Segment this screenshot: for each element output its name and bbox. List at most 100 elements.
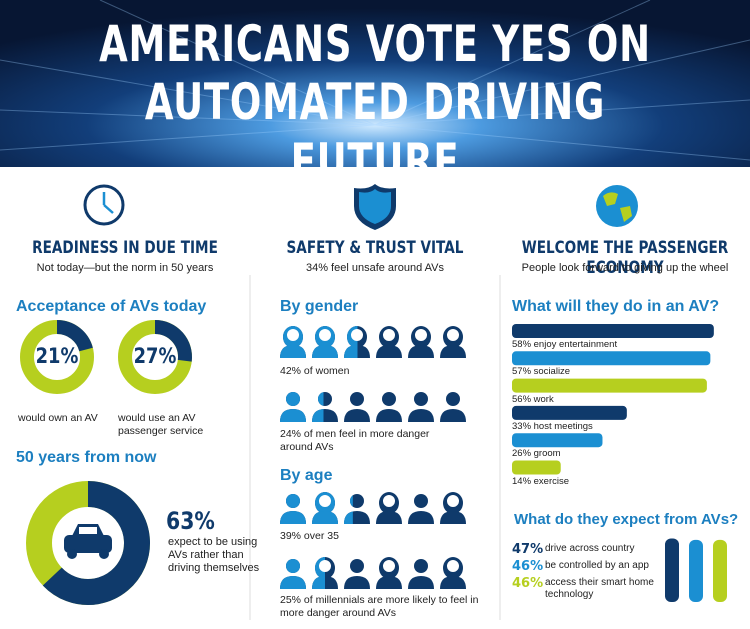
body	[440, 511, 466, 524]
highlight	[312, 392, 324, 422]
body	[344, 511, 353, 524]
person-icon	[344, 559, 370, 589]
expectation-label: be controlled by an app	[545, 560, 649, 571]
body	[376, 511, 402, 524]
person-icon	[440, 392, 466, 422]
bar-label: 26% groom	[512, 448, 561, 460]
person-icon	[376, 392, 402, 422]
title: AMERICANS VOTE YES ON	[99, 15, 651, 73]
column-heading: WELCOME THE PASSENGER ECONOMY	[521, 238, 729, 279]
head	[382, 392, 396, 406]
section-title: What do they expect from AVs?	[514, 511, 739, 528]
head	[350, 559, 364, 573]
car-wheel	[67, 549, 77, 559]
highlight	[280, 559, 306, 589]
clock-icon	[83, 184, 125, 226]
head	[414, 559, 428, 573]
section-title: By gender	[280, 298, 359, 315]
car-body	[64, 535, 112, 553]
highlight	[344, 495, 353, 524]
head	[350, 392, 364, 406]
light-streaks	[0, 0, 750, 161]
column-subheading: Not today—but the norm in 50 years	[36, 262, 214, 274]
expectation-value: 46%	[512, 559, 544, 574]
head	[318, 392, 324, 406]
head	[317, 493, 333, 509]
person-icon	[344, 494, 370, 524]
person-icon	[280, 392, 306, 422]
person-icon	[280, 326, 306, 358]
expectation-label: drive across country	[545, 543, 635, 554]
body	[280, 345, 306, 358]
section-title: Acceptance of AVs today	[16, 298, 207, 315]
person-icon	[344, 392, 370, 422]
head	[446, 392, 460, 406]
body	[280, 576, 306, 589]
person-icon	[440, 492, 466, 524]
highlight	[344, 326, 358, 358]
person-icon	[312, 557, 338, 589]
head	[445, 558, 461, 574]
bar	[512, 324, 714, 338]
body	[344, 576, 370, 589]
head	[381, 327, 397, 343]
bar-label: 56% work	[512, 393, 554, 405]
car-window	[79, 527, 97, 534]
person-icon	[376, 492, 402, 524]
group-label: 39% over 35	[280, 530, 339, 542]
person-icon	[440, 326, 466, 358]
body	[312, 576, 325, 589]
title: AUTOMATED DRIVING FUTURE	[144, 73, 606, 191]
person-icon	[376, 557, 402, 589]
person-icon	[408, 494, 434, 524]
globe-icon	[596, 185, 638, 227]
body	[408, 511, 434, 524]
head	[285, 327, 301, 343]
bar-label: 33% host meetings	[512, 420, 593, 432]
body	[312, 409, 324, 422]
bar	[512, 378, 707, 393]
car-icon	[64, 524, 112, 559]
body	[376, 409, 402, 422]
person-icon	[312, 492, 338, 524]
person-icon	[376, 326, 402, 358]
body	[408, 345, 434, 358]
head	[413, 327, 429, 343]
person-icon	[280, 494, 306, 524]
group-label: 24% of men feel in more danger around AV…	[280, 428, 430, 453]
highlight	[312, 557, 325, 589]
donut-label: would use an AV passenger service	[118, 412, 204, 437]
car-wheel	[99, 549, 109, 559]
column-subheading: People look forward to giving up the whe…	[521, 262, 729, 274]
head	[317, 558, 325, 574]
highlight	[280, 494, 306, 524]
highlight	[312, 492, 338, 524]
head	[286, 559, 300, 573]
expectation-bar	[713, 539, 727, 602]
expectation-value: 47%	[512, 542, 544, 557]
donut-arc	[42, 481, 150, 605]
body	[408, 409, 434, 422]
donut-label: would own an AV	[18, 412, 98, 424]
header-background	[0, 0, 750, 167]
body	[440, 576, 466, 589]
head	[414, 392, 428, 406]
person-icon	[408, 392, 434, 422]
person-icon	[312, 392, 338, 422]
person-icon	[280, 559, 306, 589]
body	[344, 345, 358, 358]
bar	[512, 351, 711, 366]
head	[350, 495, 353, 507]
body	[440, 345, 466, 358]
column-subheading: 34% feel unsafe around AVs	[305, 262, 444, 274]
group-label: 42% of women	[280, 365, 350, 377]
donut-arc	[154, 320, 192, 362]
head	[381, 558, 397, 574]
body	[376, 576, 402, 589]
body	[312, 511, 338, 524]
body	[376, 345, 402, 358]
highlight	[312, 326, 338, 358]
donut-value: 27%	[133, 344, 177, 368]
body	[280, 409, 306, 422]
